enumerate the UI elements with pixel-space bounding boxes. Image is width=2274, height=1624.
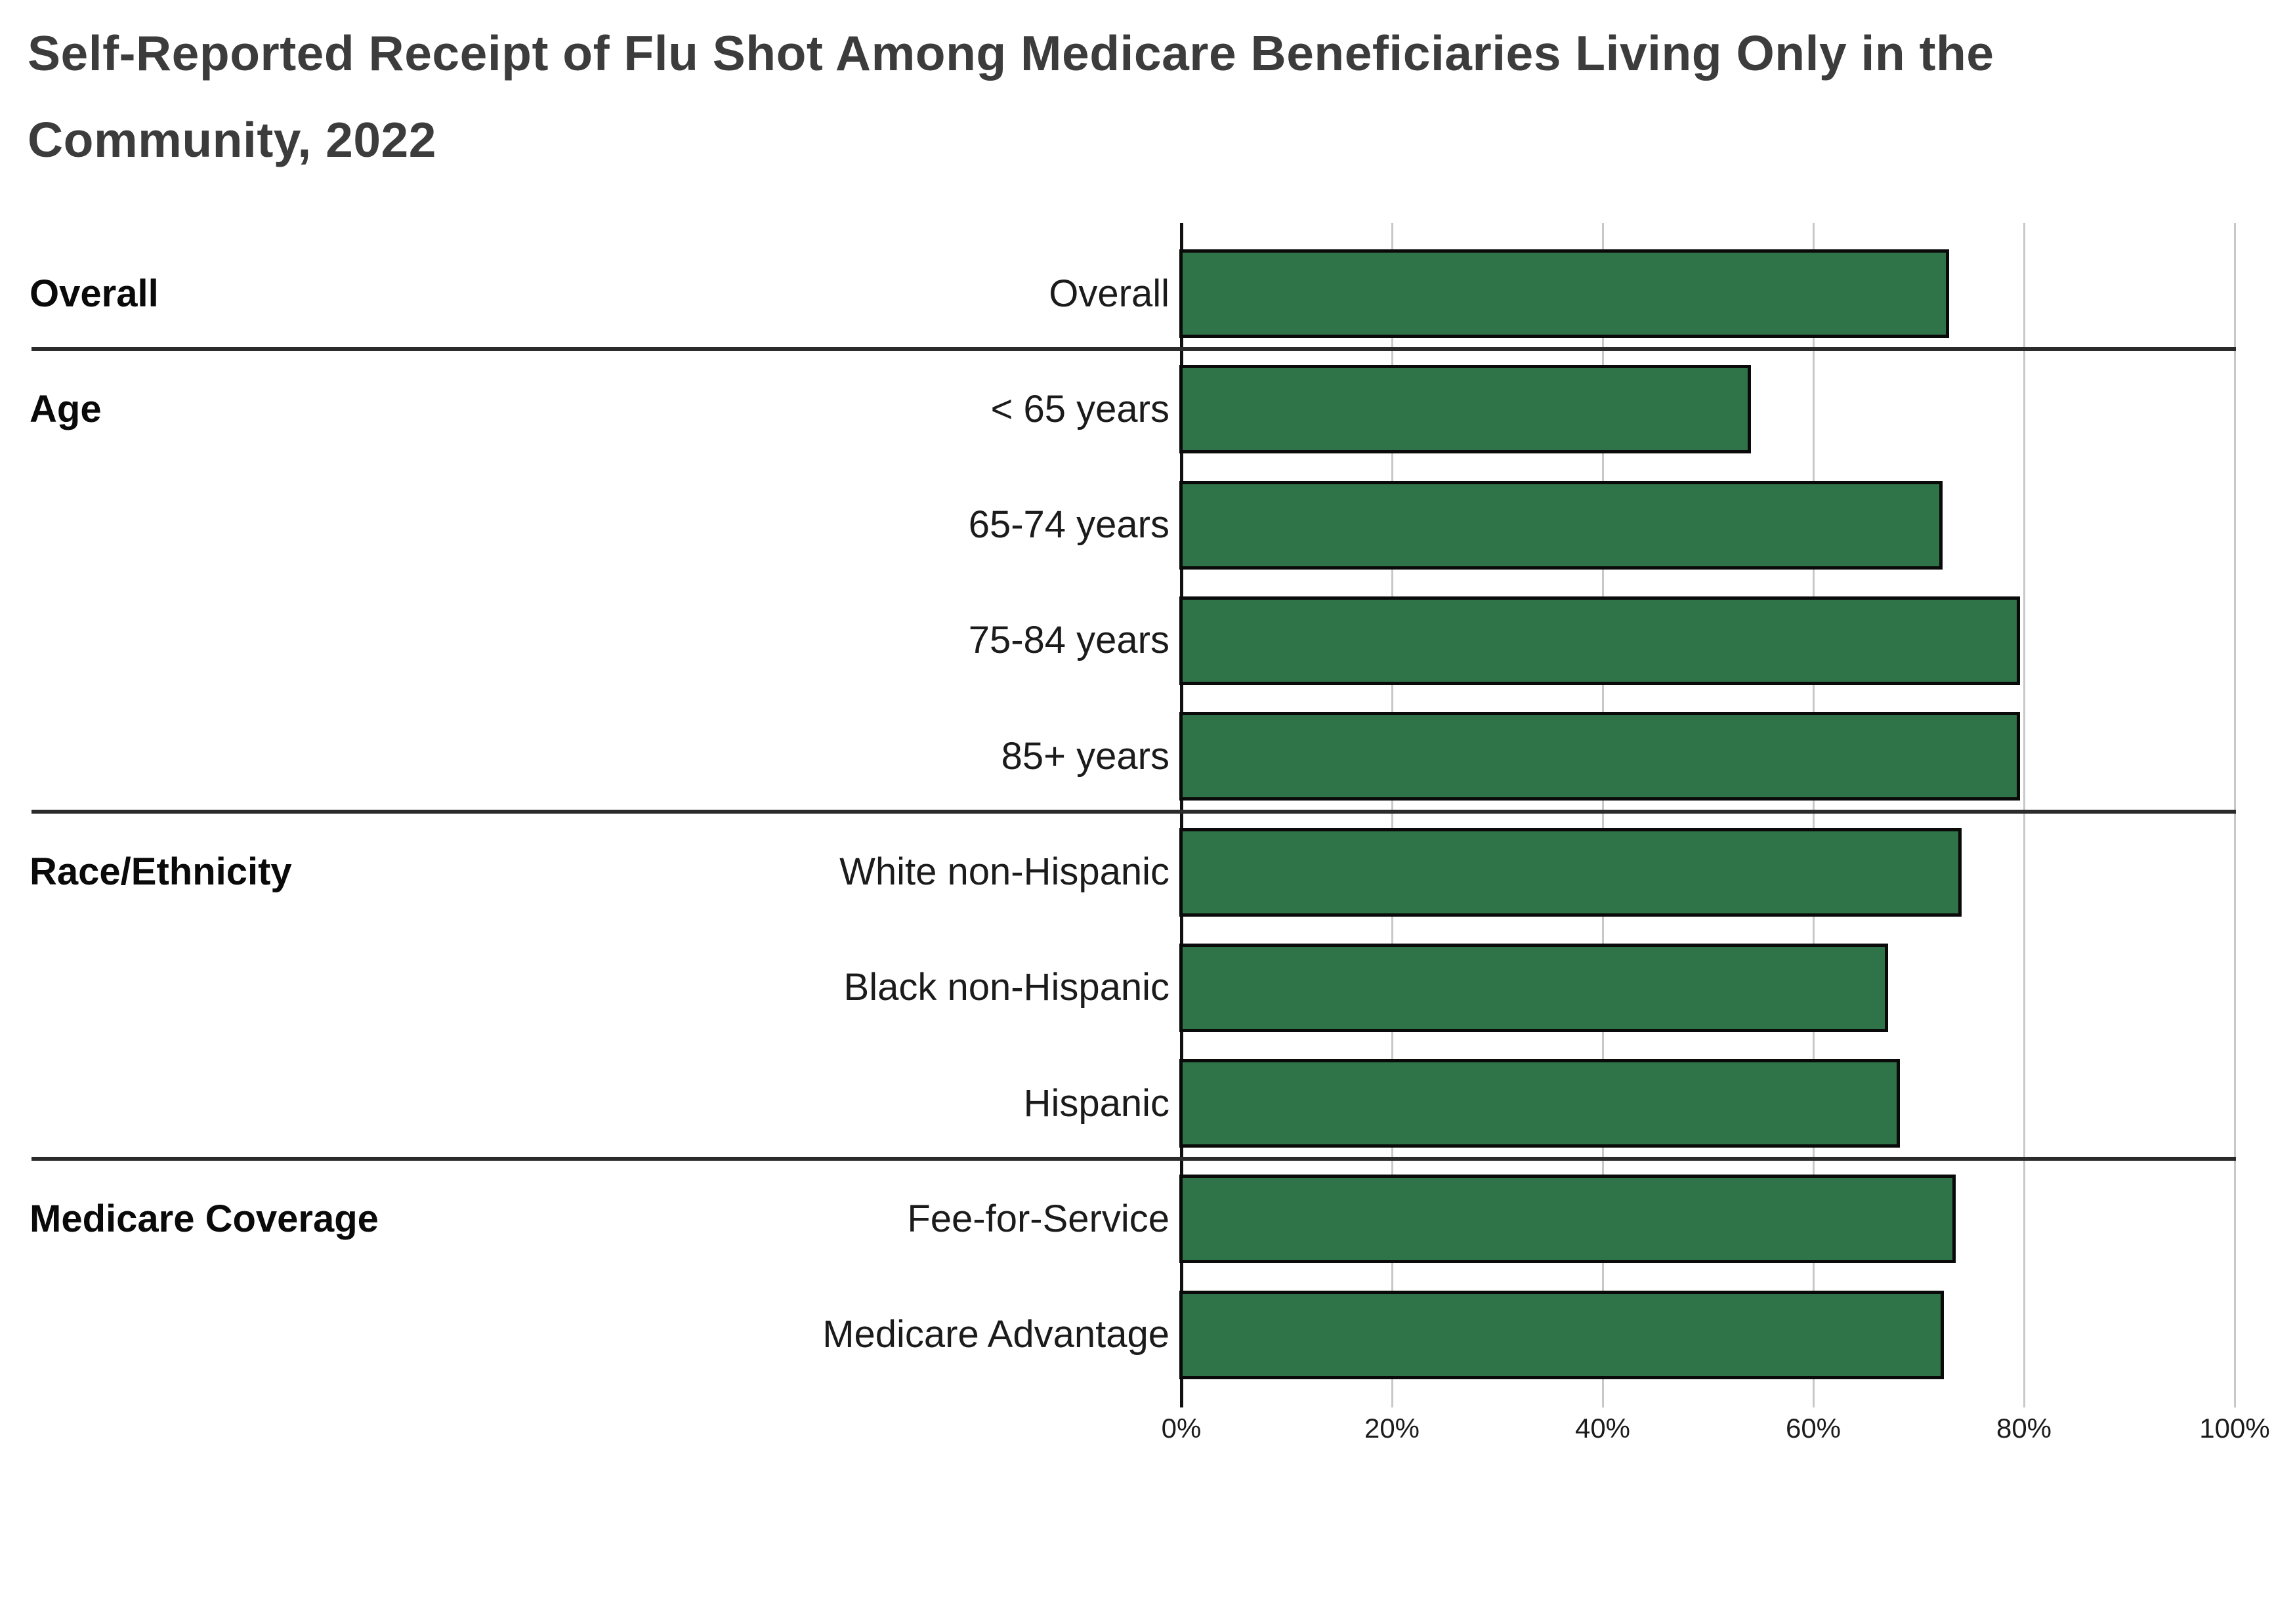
bar-label-white-non-hispanic: White non-Hispanic bbox=[839, 850, 1169, 893]
section-divider bbox=[32, 347, 2236, 351]
section-divider bbox=[32, 1157, 2236, 1161]
bar-65-74-years bbox=[1179, 480, 1943, 570]
x-tick-label-100pct: 100% bbox=[2199, 1413, 2270, 1444]
x-tick-label-20pct: 20% bbox=[1364, 1413, 1420, 1444]
bar-overall bbox=[1179, 249, 1950, 338]
bar-label-65-74-years: 65-74 years bbox=[968, 503, 1169, 547]
bar-label-65-years: < 65 years bbox=[990, 387, 1169, 430]
bar-medicare-advantage bbox=[1179, 1290, 1945, 1379]
bar-65-years bbox=[1179, 365, 1752, 454]
x-tick-label-40pct: 40% bbox=[1574, 1413, 1631, 1444]
chart-title-line2: Community, 2022 bbox=[28, 112, 436, 167]
bar-hispanic bbox=[1179, 1059, 1900, 1148]
bar-black-non-hispanic bbox=[1179, 943, 1888, 1032]
y-axis-line bbox=[1179, 223, 1183, 1407]
bar-label-fee-for-service: Fee-for-Service bbox=[907, 1197, 1169, 1240]
x-tick-label-80pct: 80% bbox=[1996, 1413, 2052, 1444]
gridline-100pct bbox=[2233, 223, 2236, 1407]
gridline-40pct bbox=[1601, 223, 1604, 1407]
section-label-medicare-coverage: Medicare Coverage bbox=[30, 1197, 379, 1240]
section-label-race-ethnicity: Race/Ethnicity bbox=[30, 850, 292, 893]
bar-label-medicare-advantage: Medicare Advantage bbox=[822, 1313, 1169, 1356]
bar-85-years bbox=[1179, 712, 2020, 801]
section-label-age: Age bbox=[30, 387, 102, 430]
x-tick-label-60pct: 60% bbox=[1785, 1413, 1842, 1444]
bar-label-hispanic: Hispanic bbox=[1023, 1081, 1169, 1125]
section-divider bbox=[32, 810, 2236, 814]
bar-label-overall: Overall bbox=[1049, 272, 1169, 315]
bar-fee-for-service bbox=[1179, 1175, 1956, 1264]
chart-title-line1: Self-Reported Receipt of Flu Shot Among … bbox=[28, 26, 1994, 81]
bar-label-black-non-hispanic: Black non-Hispanic bbox=[843, 966, 1169, 1009]
gridline-20pct bbox=[1391, 223, 1393, 1407]
gridline-80pct bbox=[2023, 223, 2025, 1407]
bar-label-75-84-years: 75-84 years bbox=[968, 619, 1169, 662]
bar-75-84-years bbox=[1179, 596, 2020, 685]
bar-label-85-years: 85+ years bbox=[1001, 734, 1169, 778]
x-tick-label-0pct: 0% bbox=[1161, 1413, 1202, 1444]
bar-white-non-hispanic bbox=[1179, 827, 1962, 917]
gridline-60pct bbox=[1812, 223, 1815, 1407]
section-label-overall: Overall bbox=[30, 272, 159, 315]
chart-title: Self-Reported Receipt of Flu Shot Among … bbox=[28, 10, 2213, 183]
